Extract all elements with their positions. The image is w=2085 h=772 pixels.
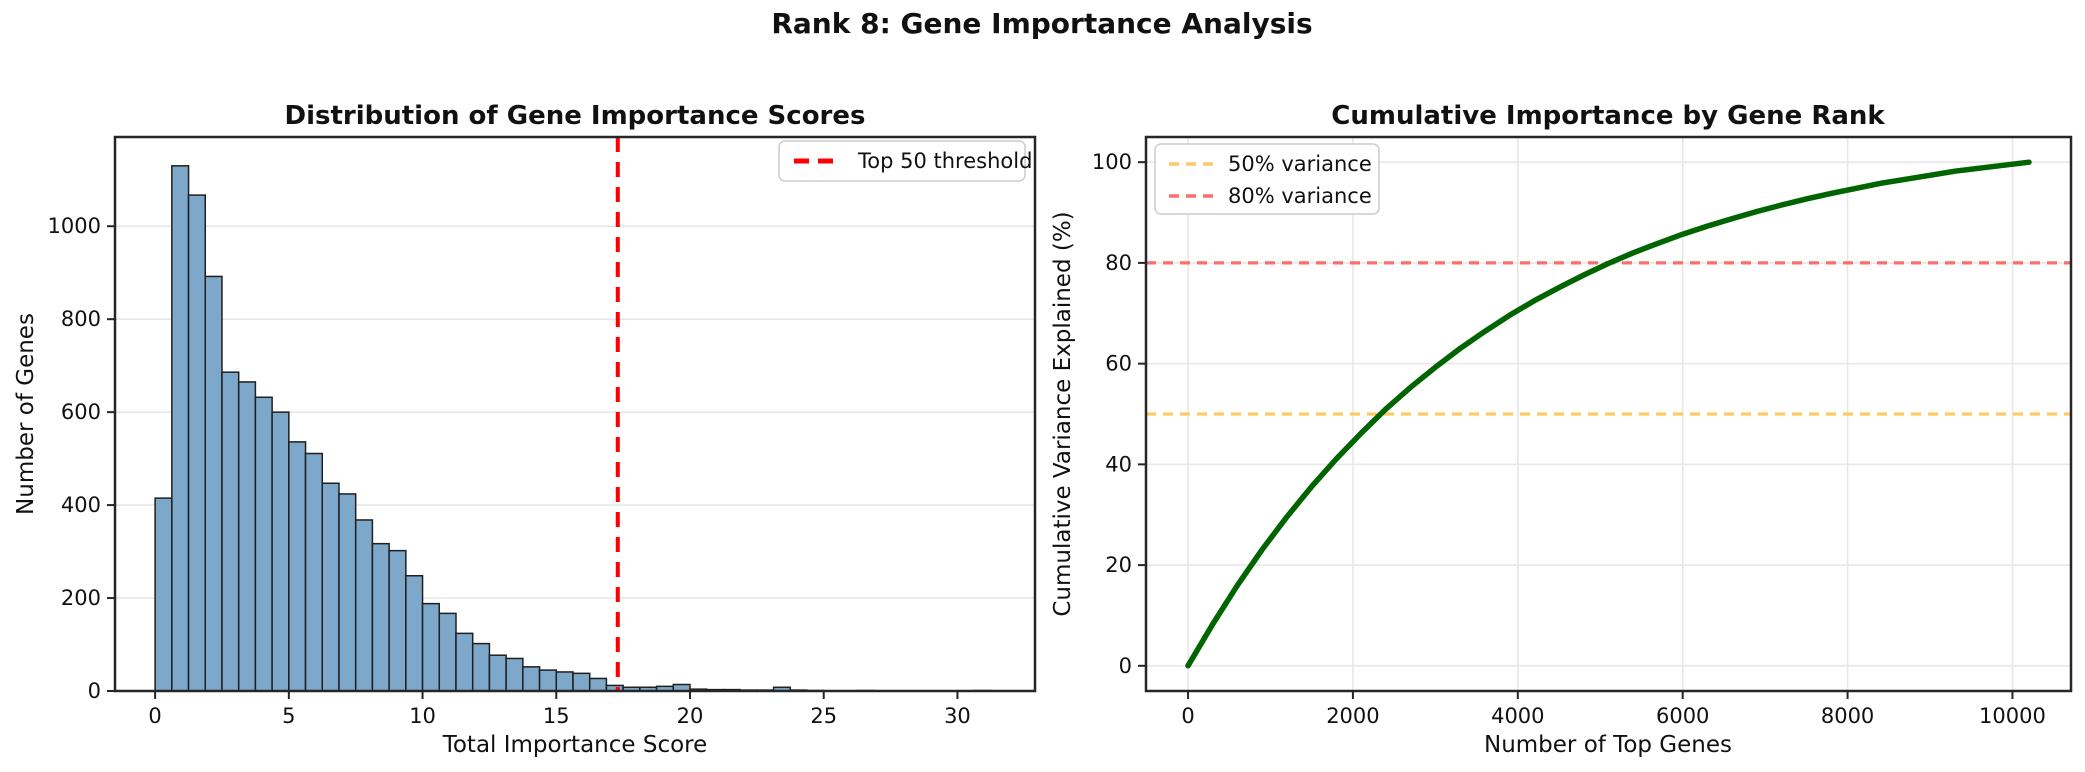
axes-spines xyxy=(1144,135,2073,693)
histogram-bar xyxy=(505,657,524,692)
histogram-yaxis-label: Number of Genes xyxy=(13,313,39,515)
histogram-bar xyxy=(421,602,441,692)
y-tick-label: 0 xyxy=(88,679,101,703)
histogram-bar xyxy=(254,396,273,692)
y-tick-label: 80 xyxy=(1105,251,1132,275)
x-tick-label: 0 xyxy=(148,704,161,728)
y-tick-label: 60 xyxy=(1105,352,1132,376)
histogram-bar xyxy=(588,677,608,692)
histogram-bar xyxy=(321,482,340,692)
y-tick-label: 20 xyxy=(1105,553,1132,577)
figure-suptitle: Rank 8: Gene Importance Analysis xyxy=(771,7,1312,40)
cumulative-subplot: Cumulative Importance by Gene Rank 0 2000… xyxy=(1050,101,2073,758)
cumulative-plot-area: 0 2000 4000 6000 8000 10000 0 20 40 60 80 100 xyxy=(1092,135,2073,728)
legend-threshold-label: Top 50 threshold xyxy=(857,149,1032,173)
x-tick-label: 4000 xyxy=(1491,704,1544,728)
histogram-subplot: Distribution of Gene Importance Scores 0… xyxy=(13,101,1037,758)
x-tick-label: 6000 xyxy=(1656,704,1709,728)
histogram-bar xyxy=(371,542,390,692)
x-tick-label: 30 xyxy=(944,704,971,728)
y-tick-label: 400 xyxy=(61,493,101,517)
cumulative-xaxis-label: Number of Top Genes xyxy=(1484,732,1732,758)
cumulative-title: Cumulative Importance by Gene Rank xyxy=(1331,101,1885,131)
histogram-bar xyxy=(538,669,558,692)
histogram-legend: Top 50 threshold xyxy=(778,140,1032,182)
histogram-bar xyxy=(237,381,257,692)
histogram-bar xyxy=(271,411,290,692)
histogram-bar xyxy=(471,642,491,692)
y-tick-label: 40 xyxy=(1105,452,1132,476)
histogram-bar xyxy=(455,632,474,692)
histogram-bar xyxy=(438,612,457,692)
histogram-bar xyxy=(288,441,307,692)
y-tick-label: 100 xyxy=(1092,150,1132,174)
histogram-bar xyxy=(522,666,541,692)
histogram-bar xyxy=(488,654,507,692)
cumulative-yaxis-label: Cumulative Variance Explained (%) xyxy=(1050,211,1076,616)
axes-spines xyxy=(113,135,1037,693)
histogram-bar xyxy=(338,493,357,692)
y-tick-label: 0 xyxy=(1119,654,1132,678)
x-tick-label: 25 xyxy=(810,704,837,728)
histogram-bar xyxy=(572,672,591,692)
histogram-title: Distribution of Gene Importance Scores xyxy=(285,101,866,131)
histogram-bar xyxy=(354,519,374,692)
x-tick-label: 8000 xyxy=(1821,704,1874,728)
legend-box xyxy=(778,140,1026,182)
x-tick-label: 10000 xyxy=(1979,704,2046,728)
x-tick-label: 15 xyxy=(543,704,570,728)
histogram-plot-area: 0 5 10 15 20 25 30 0 200 400 600 800 1000 xyxy=(48,135,1037,728)
histogram-xaxis-label: Total Importance Score xyxy=(442,732,708,758)
histogram-bar xyxy=(221,371,240,692)
cumulative-legend: 50% variance 80% variance xyxy=(1154,143,1380,215)
x-tick-label: 5 xyxy=(282,704,295,728)
histogram-bar xyxy=(555,671,574,692)
x-tick-label: 10 xyxy=(409,704,436,728)
histogram-bar xyxy=(171,165,190,692)
legend-50-variance-label: 50% variance xyxy=(1228,152,1372,176)
histogram-bar xyxy=(304,452,324,692)
histogram-bar xyxy=(154,497,173,692)
histogram-bar xyxy=(187,194,207,692)
histogram-bar xyxy=(405,574,424,692)
y-tick-label: 800 xyxy=(61,307,101,331)
y-tick-label: 600 xyxy=(61,400,101,424)
legend-80-variance-label: 80% variance xyxy=(1228,184,1372,208)
y-tick-label: 200 xyxy=(61,586,101,610)
cumulative-curve xyxy=(1185,159,2032,669)
histogram-bar xyxy=(388,549,407,692)
x-tick-label: 2000 xyxy=(1326,704,1379,728)
histogram-bar xyxy=(204,275,223,692)
x-tick-label: 20 xyxy=(677,704,704,728)
y-tick-label: 1000 xyxy=(48,214,101,238)
x-tick-label: 0 xyxy=(1181,704,1194,728)
